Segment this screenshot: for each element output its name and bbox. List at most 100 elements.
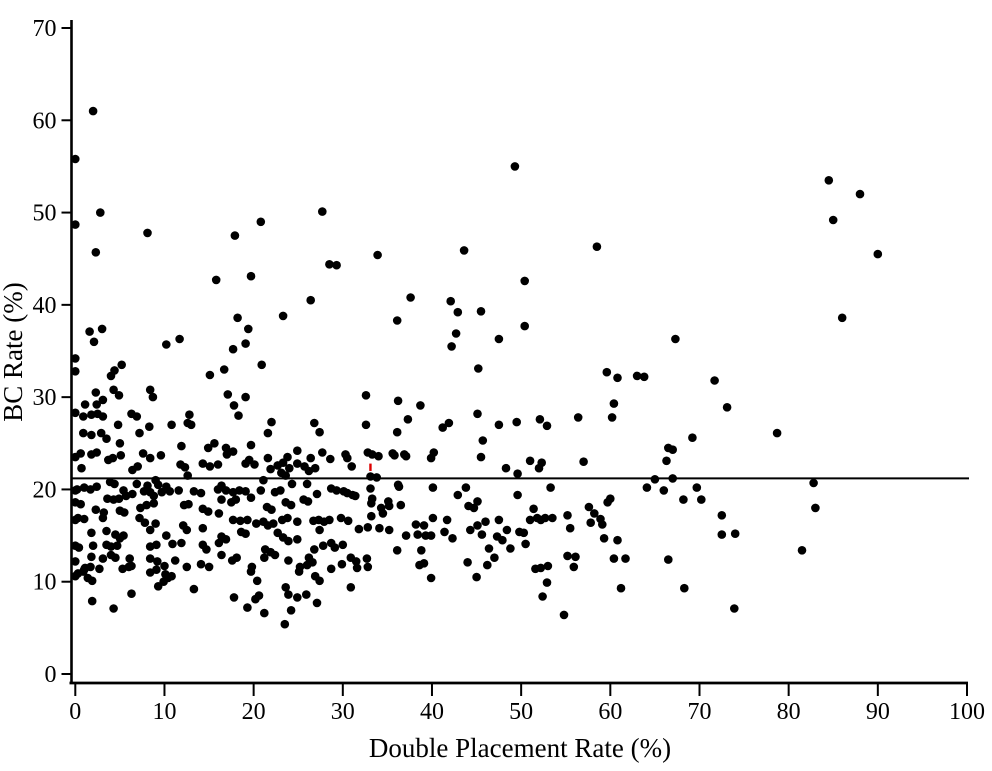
data-point (71, 408, 80, 418)
data-point (513, 469, 522, 479)
data-point (520, 276, 529, 286)
data-point (276, 486, 285, 495)
data-point (286, 500, 296, 510)
data-point (692, 483, 702, 492)
data-point (221, 535, 231, 544)
data-point (281, 471, 291, 480)
data-point (428, 513, 438, 523)
data-point (413, 530, 423, 539)
data-point (525, 515, 535, 525)
data-point (599, 534, 609, 543)
data-point (250, 460, 259, 469)
data-point (392, 316, 402, 325)
data-point (501, 463, 511, 473)
data-point (153, 582, 163, 591)
data-point (87, 528, 96, 538)
data-point (459, 246, 469, 255)
data-point (679, 495, 688, 504)
data-point (367, 511, 376, 521)
data-point (828, 215, 838, 225)
data-point (96, 208, 105, 217)
y-tick-label: 20 (33, 477, 57, 503)
data-point (478, 436, 488, 445)
data-point (143, 228, 152, 238)
data-point (91, 505, 101, 514)
data-point (506, 544, 515, 553)
data-point (205, 370, 215, 380)
data-point (543, 561, 553, 571)
data-point (229, 401, 239, 410)
data-point (730, 529, 740, 538)
data-point (71, 557, 80, 566)
data-point (632, 371, 642, 381)
data-point (203, 507, 213, 516)
data-point (174, 486, 183, 495)
data-point (117, 360, 126, 370)
data-point (251, 519, 261, 528)
data-point (267, 417, 276, 427)
x-tick-label: 10 (152, 699, 176, 725)
data-point (162, 531, 171, 540)
data-point (451, 329, 461, 338)
data-point (519, 528, 529, 538)
data-point (152, 540, 161, 550)
data-point (326, 454, 335, 464)
data-point (351, 491, 360, 501)
data-point (252, 576, 262, 586)
data-point (584, 502, 594, 512)
data-point (217, 495, 226, 504)
data-point (512, 417, 521, 427)
y-tick-label: 10 (33, 570, 57, 596)
data-point (476, 307, 486, 316)
data-point (140, 518, 150, 527)
data-point (302, 590, 311, 599)
data-point (697, 495, 706, 504)
data-point (417, 546, 426, 555)
data-point (228, 344, 238, 354)
data-point (260, 608, 269, 618)
data-point (145, 385, 155, 395)
y-tick-label: 0 (45, 662, 57, 688)
data-point (198, 523, 208, 533)
data-point (363, 523, 373, 532)
data-point (133, 462, 142, 471)
data-point (241, 529, 250, 538)
data-point (202, 545, 211, 554)
data-point (352, 563, 362, 573)
data-point (332, 260, 341, 270)
data-point (315, 525, 324, 535)
data-point (393, 396, 403, 406)
data-point (671, 334, 680, 344)
data-point (177, 538, 186, 548)
data-point (213, 460, 223, 469)
data-point (234, 411, 243, 420)
data-point (446, 296, 456, 306)
data-point (116, 451, 126, 460)
data-point (241, 459, 250, 468)
data-point (521, 539, 530, 549)
data-point (308, 558, 317, 567)
data-point (306, 295, 316, 305)
data-point (185, 410, 194, 420)
data-point (337, 559, 347, 569)
data-point (474, 364, 483, 373)
data-point (95, 564, 104, 574)
data-point (444, 418, 454, 428)
data-point (525, 456, 535, 466)
data-point (266, 464, 275, 474)
data-point (210, 439, 219, 448)
data-point (71, 354, 80, 363)
data-point (607, 413, 617, 422)
data-point (318, 541, 328, 550)
data-point (318, 207, 327, 216)
data-point (513, 490, 522, 500)
data-point (510, 162, 520, 171)
data-point (217, 550, 226, 560)
x-tick-label: 30 (331, 699, 355, 725)
data-point (326, 564, 336, 574)
data-point (278, 458, 288, 468)
data-point (79, 514, 89, 524)
x-tick-label: 40 (420, 699, 444, 725)
data-point (447, 342, 456, 351)
data-point (152, 565, 161, 574)
